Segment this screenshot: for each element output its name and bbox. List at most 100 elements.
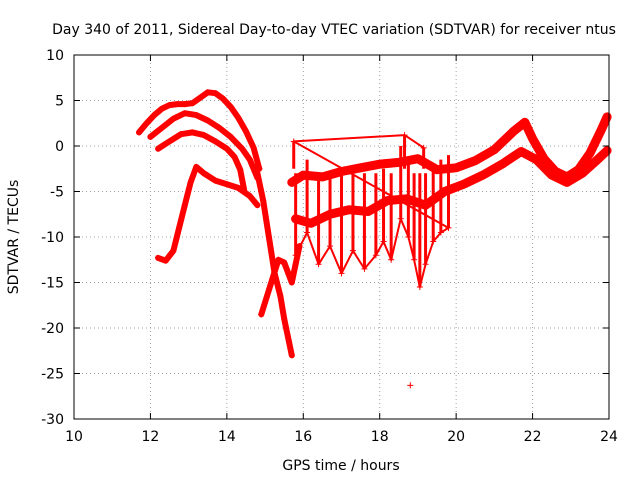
series-band (155, 129, 248, 193)
data-point (594, 156, 601, 163)
data-point (441, 188, 448, 195)
data-point (365, 208, 372, 215)
data-point (181, 101, 188, 108)
series-arc-lower-loop (155, 129, 248, 193)
y-tick-label: -10 (41, 230, 64, 246)
data-point (216, 124, 223, 131)
data-point (548, 172, 555, 179)
data-point (174, 101, 181, 108)
data-point (300, 172, 307, 179)
spike-texture (292, 135, 450, 288)
y-tick-label: -20 (41, 321, 64, 337)
series-arc-rising-branch (155, 163, 261, 264)
data-point (170, 247, 177, 254)
x-tick-label: 22 (524, 429, 542, 445)
data-point (269, 274, 276, 281)
y-tick-label: -25 (41, 367, 64, 383)
data-point (170, 115, 177, 122)
data-point (453, 164, 460, 171)
data-point (521, 119, 528, 126)
series-outlier (407, 382, 414, 389)
axis-ticks: 10 12 14 16 18 20 22 24 -30 -25 -20 -15 -10 -5 0 5 10 (41, 48, 618, 445)
series-band (258, 243, 303, 318)
data-point (250, 144, 257, 151)
data-point (384, 197, 391, 204)
y-tick-label: -30 (41, 412, 64, 428)
data-point (239, 145, 246, 152)
data-point (281, 259, 288, 266)
data-point (265, 234, 272, 240)
data-point (176, 224, 183, 231)
data-point (376, 161, 383, 168)
data-point (598, 126, 605, 133)
data-point (166, 138, 173, 145)
data-point (491, 146, 498, 153)
data-point (307, 220, 314, 227)
x-tick-label: 14 (218, 429, 236, 445)
y-tick-label: 5 (55, 94, 64, 110)
data-point (254, 202, 261, 209)
data-point (204, 89, 211, 96)
x-tick-label: 10 (65, 429, 83, 445)
chart-title: Day 340 of 2011, Sidereal Day-to-day VTE… (52, 22, 616, 38)
data-point (586, 150, 593, 157)
data-point (227, 103, 234, 110)
data-point (285, 334, 291, 341)
data-point (155, 145, 162, 152)
data-point (472, 157, 479, 164)
data-point (242, 128, 249, 135)
data-point (235, 114, 242, 121)
data-point (518, 148, 525, 155)
data-point (260, 197, 267, 204)
data-point (235, 184, 242, 191)
data-point (288, 179, 295, 186)
data-point (204, 117, 211, 124)
data-point (200, 132, 207, 139)
data-point (246, 193, 253, 200)
data-point (460, 181, 467, 188)
data-point (579, 170, 586, 177)
series-arc-middle-loop (147, 110, 261, 181)
data-point (533, 156, 540, 163)
data-point (319, 173, 326, 180)
series-arc-upper-loop (135, 89, 263, 172)
data-point (277, 293, 284, 300)
data-point (510, 128, 517, 135)
x-tick-label: 24 (600, 429, 618, 445)
x-tick-label: 16 (294, 429, 312, 445)
data-point (479, 172, 486, 179)
data-point (158, 105, 165, 112)
data-point (155, 254, 162, 261)
data-point (212, 177, 219, 184)
data-point (223, 181, 230, 188)
y-tick-label: -5 (50, 185, 64, 201)
data-point (143, 120, 150, 127)
x-tick-label: 20 (447, 429, 465, 445)
data-point (158, 124, 165, 131)
data-point (246, 156, 253, 163)
data-point (189, 129, 196, 136)
series-band (254, 170, 295, 359)
data-point (231, 153, 238, 160)
data-point (407, 382, 414, 389)
x-tick-label: 12 (142, 429, 160, 445)
data-point (258, 311, 265, 318)
data-point (292, 261, 299, 268)
data-point (147, 133, 154, 140)
y-tick-label: -15 (41, 276, 64, 292)
data-point (499, 161, 505, 168)
data-point (529, 135, 536, 142)
data-point (178, 131, 184, 138)
data-point (227, 133, 234, 140)
x-tick-label: 18 (371, 429, 389, 445)
data-point (357, 164, 364, 171)
data-point (281, 315, 288, 322)
data-point (193, 112, 200, 119)
data-point (434, 166, 441, 173)
data-point (288, 352, 295, 359)
data-point (541, 155, 548, 162)
series-arc-deep-dip (254, 170, 295, 359)
series-band-lower (291, 146, 612, 228)
data-point (197, 94, 204, 101)
